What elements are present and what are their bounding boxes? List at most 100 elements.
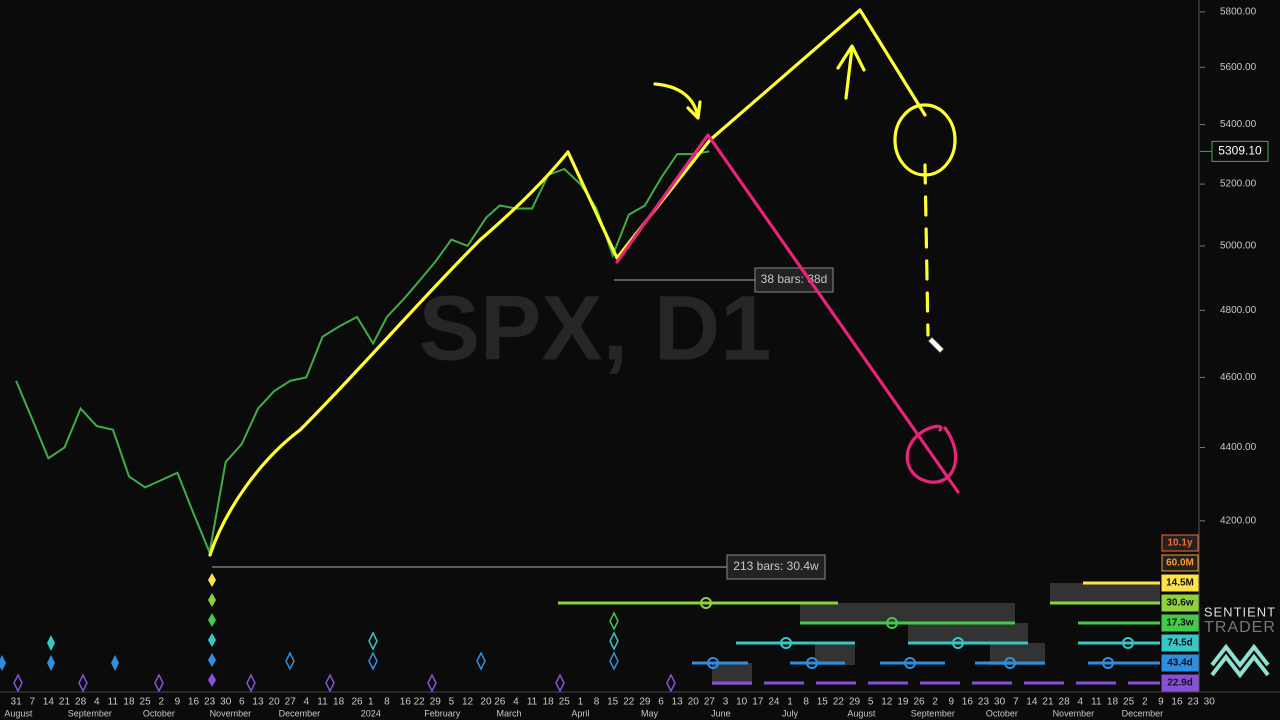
month-label: 2024 bbox=[361, 708, 381, 718]
x-tick-label: 16 bbox=[400, 697, 412, 708]
x-tick-label: 15 bbox=[607, 697, 619, 708]
x-tick-label: 28 bbox=[75, 697, 87, 708]
annotation: 38 bars: 38d bbox=[761, 272, 828, 286]
x-tick-label: 1 bbox=[787, 697, 793, 708]
cursor bbox=[927, 336, 945, 354]
x-tick-label: 24 bbox=[768, 697, 780, 708]
cycle-label: 43.4d bbox=[1167, 658, 1193, 669]
x-tick-label: 5 bbox=[868, 697, 874, 708]
x-tick-label: 6 bbox=[658, 697, 664, 708]
x-tick-label: 23 bbox=[204, 697, 216, 708]
month-label: July bbox=[782, 708, 799, 718]
x-tick-label: 30 bbox=[220, 697, 232, 708]
month-label: October bbox=[143, 708, 175, 718]
cycle-box bbox=[1161, 614, 1199, 632]
x-tick-label: 4 bbox=[304, 697, 310, 708]
hand-drawing bbox=[615, 133, 960, 494]
x-tick-label: 2 bbox=[1142, 697, 1148, 708]
x-tick-label: 12 bbox=[881, 697, 893, 708]
hand-drawing bbox=[653, 82, 702, 120]
month-label: October bbox=[986, 708, 1018, 718]
x-tick-label: 25 bbox=[1123, 697, 1135, 708]
x-tick-label: 18 bbox=[1107, 697, 1119, 708]
x-tick-label: 29 bbox=[639, 697, 651, 708]
x-tick-label: 7 bbox=[29, 697, 35, 708]
x-tick-label: 11 bbox=[317, 697, 328, 708]
cycle-label: 17.3w bbox=[1166, 618, 1193, 629]
x-tick-label: 30 bbox=[994, 697, 1006, 708]
cycle-label: 10.1y bbox=[1167, 538, 1192, 549]
x-tick-label: 21 bbox=[1042, 697, 1054, 708]
x-tick-label: 18 bbox=[123, 697, 135, 708]
y-tick-label: 5400.00 bbox=[1220, 119, 1257, 130]
x-tick-label: 19 bbox=[897, 697, 909, 708]
x-tick-label: 7 bbox=[1013, 697, 1019, 708]
hand-drawing bbox=[836, 44, 866, 100]
cycle-box bbox=[1161, 534, 1199, 552]
x-tick-label: 20 bbox=[688, 697, 700, 708]
last-price-box bbox=[1211, 140, 1269, 162]
x-tick-label: 14 bbox=[1026, 697, 1038, 708]
month-label: August bbox=[847, 708, 876, 718]
month-label: December bbox=[1122, 708, 1164, 718]
x-tick-label: 8 bbox=[384, 697, 390, 708]
month-label: June bbox=[711, 708, 731, 718]
month-label: September bbox=[68, 708, 112, 718]
x-tick-label: 22 bbox=[833, 697, 845, 708]
x-tick-label: 23 bbox=[978, 697, 990, 708]
x-tick-label: 25 bbox=[140, 697, 152, 708]
x-tick-label: 2 bbox=[932, 697, 938, 708]
annotation-box bbox=[754, 267, 834, 293]
x-tick-label: 8 bbox=[594, 697, 600, 708]
x-tick-label: 30 bbox=[1204, 697, 1216, 708]
x-tick-label: 3 bbox=[723, 697, 729, 708]
x-tick-label: 27 bbox=[285, 697, 297, 708]
hand-drawing bbox=[905, 424, 958, 484]
x-tick-label: 29 bbox=[849, 697, 861, 708]
cycle-box bbox=[1161, 654, 1199, 672]
x-tick-label: 12 bbox=[462, 697, 474, 708]
x-tick-label: 18 bbox=[333, 697, 345, 708]
cycle-box bbox=[1161, 634, 1199, 652]
x-tick-label: 6 bbox=[239, 697, 245, 708]
x-tick-label: 15 bbox=[817, 697, 829, 708]
cycle-label: 74.5d bbox=[1167, 638, 1193, 649]
x-tick-label: 28 bbox=[1059, 697, 1071, 708]
month-label: December bbox=[279, 708, 321, 718]
last-price-label: 5309.10 bbox=[1218, 144, 1262, 158]
y-tick-label: 5800.00 bbox=[1220, 7, 1257, 18]
x-tick-label: 13 bbox=[672, 697, 684, 708]
cycle-box bbox=[1161, 594, 1199, 612]
annotation-box bbox=[726, 554, 826, 580]
annotation: 213 bars: 30.4w bbox=[733, 559, 819, 573]
x-tick-label: 2 bbox=[158, 697, 164, 708]
x-tick-label: 9 bbox=[175, 697, 181, 708]
x-tick-label: 27 bbox=[704, 697, 716, 708]
hand-drawing bbox=[208, 8, 927, 557]
x-tick-label: 8 bbox=[803, 697, 809, 708]
month-label: November bbox=[210, 708, 252, 718]
y-tick-label: 4600.00 bbox=[1220, 372, 1257, 383]
x-tick-label: 22 bbox=[623, 697, 635, 708]
x-tick-label: 9 bbox=[948, 697, 954, 708]
month-label: April bbox=[571, 708, 589, 718]
x-tick-label: 22 bbox=[414, 697, 426, 708]
x-tick-label: 21 bbox=[59, 697, 71, 708]
x-tick-label: 26 bbox=[351, 697, 363, 708]
x-tick-label: 23 bbox=[1188, 697, 1200, 708]
hand-drawing bbox=[923, 163, 930, 337]
cycle-decor bbox=[0, 573, 1160, 693]
x-tick-label: 11 bbox=[1091, 697, 1102, 708]
y-tick-label: 4200.00 bbox=[1220, 515, 1257, 526]
logo-mark bbox=[1210, 643, 1270, 679]
x-tick-label: 31 bbox=[11, 697, 23, 708]
month-label: February bbox=[424, 708, 461, 718]
logo-text: SENTIENT bbox=[1204, 604, 1276, 619]
x-tick-label: 17 bbox=[752, 697, 764, 708]
cycle-label: 30.6w bbox=[1166, 598, 1193, 609]
x-tick-label: 14 bbox=[43, 697, 55, 708]
logo-text: TRADER bbox=[1204, 619, 1276, 636]
month-label: September bbox=[911, 708, 955, 718]
